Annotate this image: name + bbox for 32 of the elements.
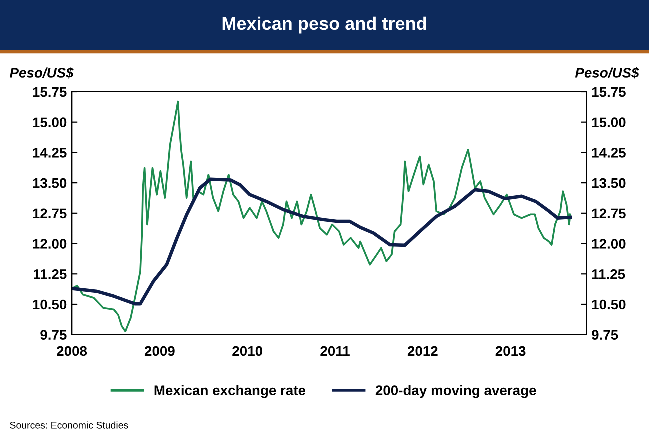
- x-tick-label: 2013: [496, 346, 526, 356]
- y-tick-label: 12.75: [33, 208, 67, 219]
- y-tick-label: 13.50: [33, 178, 67, 188]
- line-series: [72, 178, 572, 306]
- y-tick-label: 10.50: [33, 300, 67, 310]
- y2-tick-label: 15.00: [592, 118, 626, 128]
- y-tick-label: 9.75: [40, 330, 67, 340]
- x-tick-label: 2011: [320, 346, 350, 356]
- source-note: Sources: Economic Studies: [10, 422, 128, 429]
- y2-tick-label: 10.50: [592, 300, 626, 310]
- x-tick-label: 2009: [144, 346, 175, 356]
- legend-label: 200-day moving average: [376, 385, 536, 398]
- y2-tick-label: 12.75: [592, 208, 626, 219]
- chart-title: Mexican peso and trend: [222, 16, 426, 34]
- y2-tick-label: 12.00: [592, 239, 626, 249]
- y2-tick-label: 9.75: [592, 330, 618, 340]
- y2-axis-title: Peso/US$: [575, 67, 640, 79]
- y-tick-label: 15.00: [33, 118, 67, 128]
- x-tick-label: 2012: [408, 346, 438, 356]
- legend-label: Mexican exchange rate: [154, 385, 306, 398]
- x-tick-label: 2008: [57, 346, 88, 356]
- y-tick-label: 14.25: [33, 148, 67, 158]
- y2-tick-label: 15.75: [592, 87, 626, 98]
- line-series: [72, 100, 572, 333]
- x-tick-label: 2010: [232, 346, 262, 356]
- y2-tick-label: 13.50: [592, 178, 626, 188]
- y2-tick-label: 11.25: [592, 269, 626, 280]
- y-tick-label: 11.25: [34, 269, 67, 280]
- y-tick-label: 12.00: [33, 239, 67, 249]
- y-tick-label: 15.75: [33, 87, 67, 98]
- y-axis-title: Peso/US$: [10, 67, 74, 79]
- y2-tick-label: 14.25: [592, 148, 626, 158]
